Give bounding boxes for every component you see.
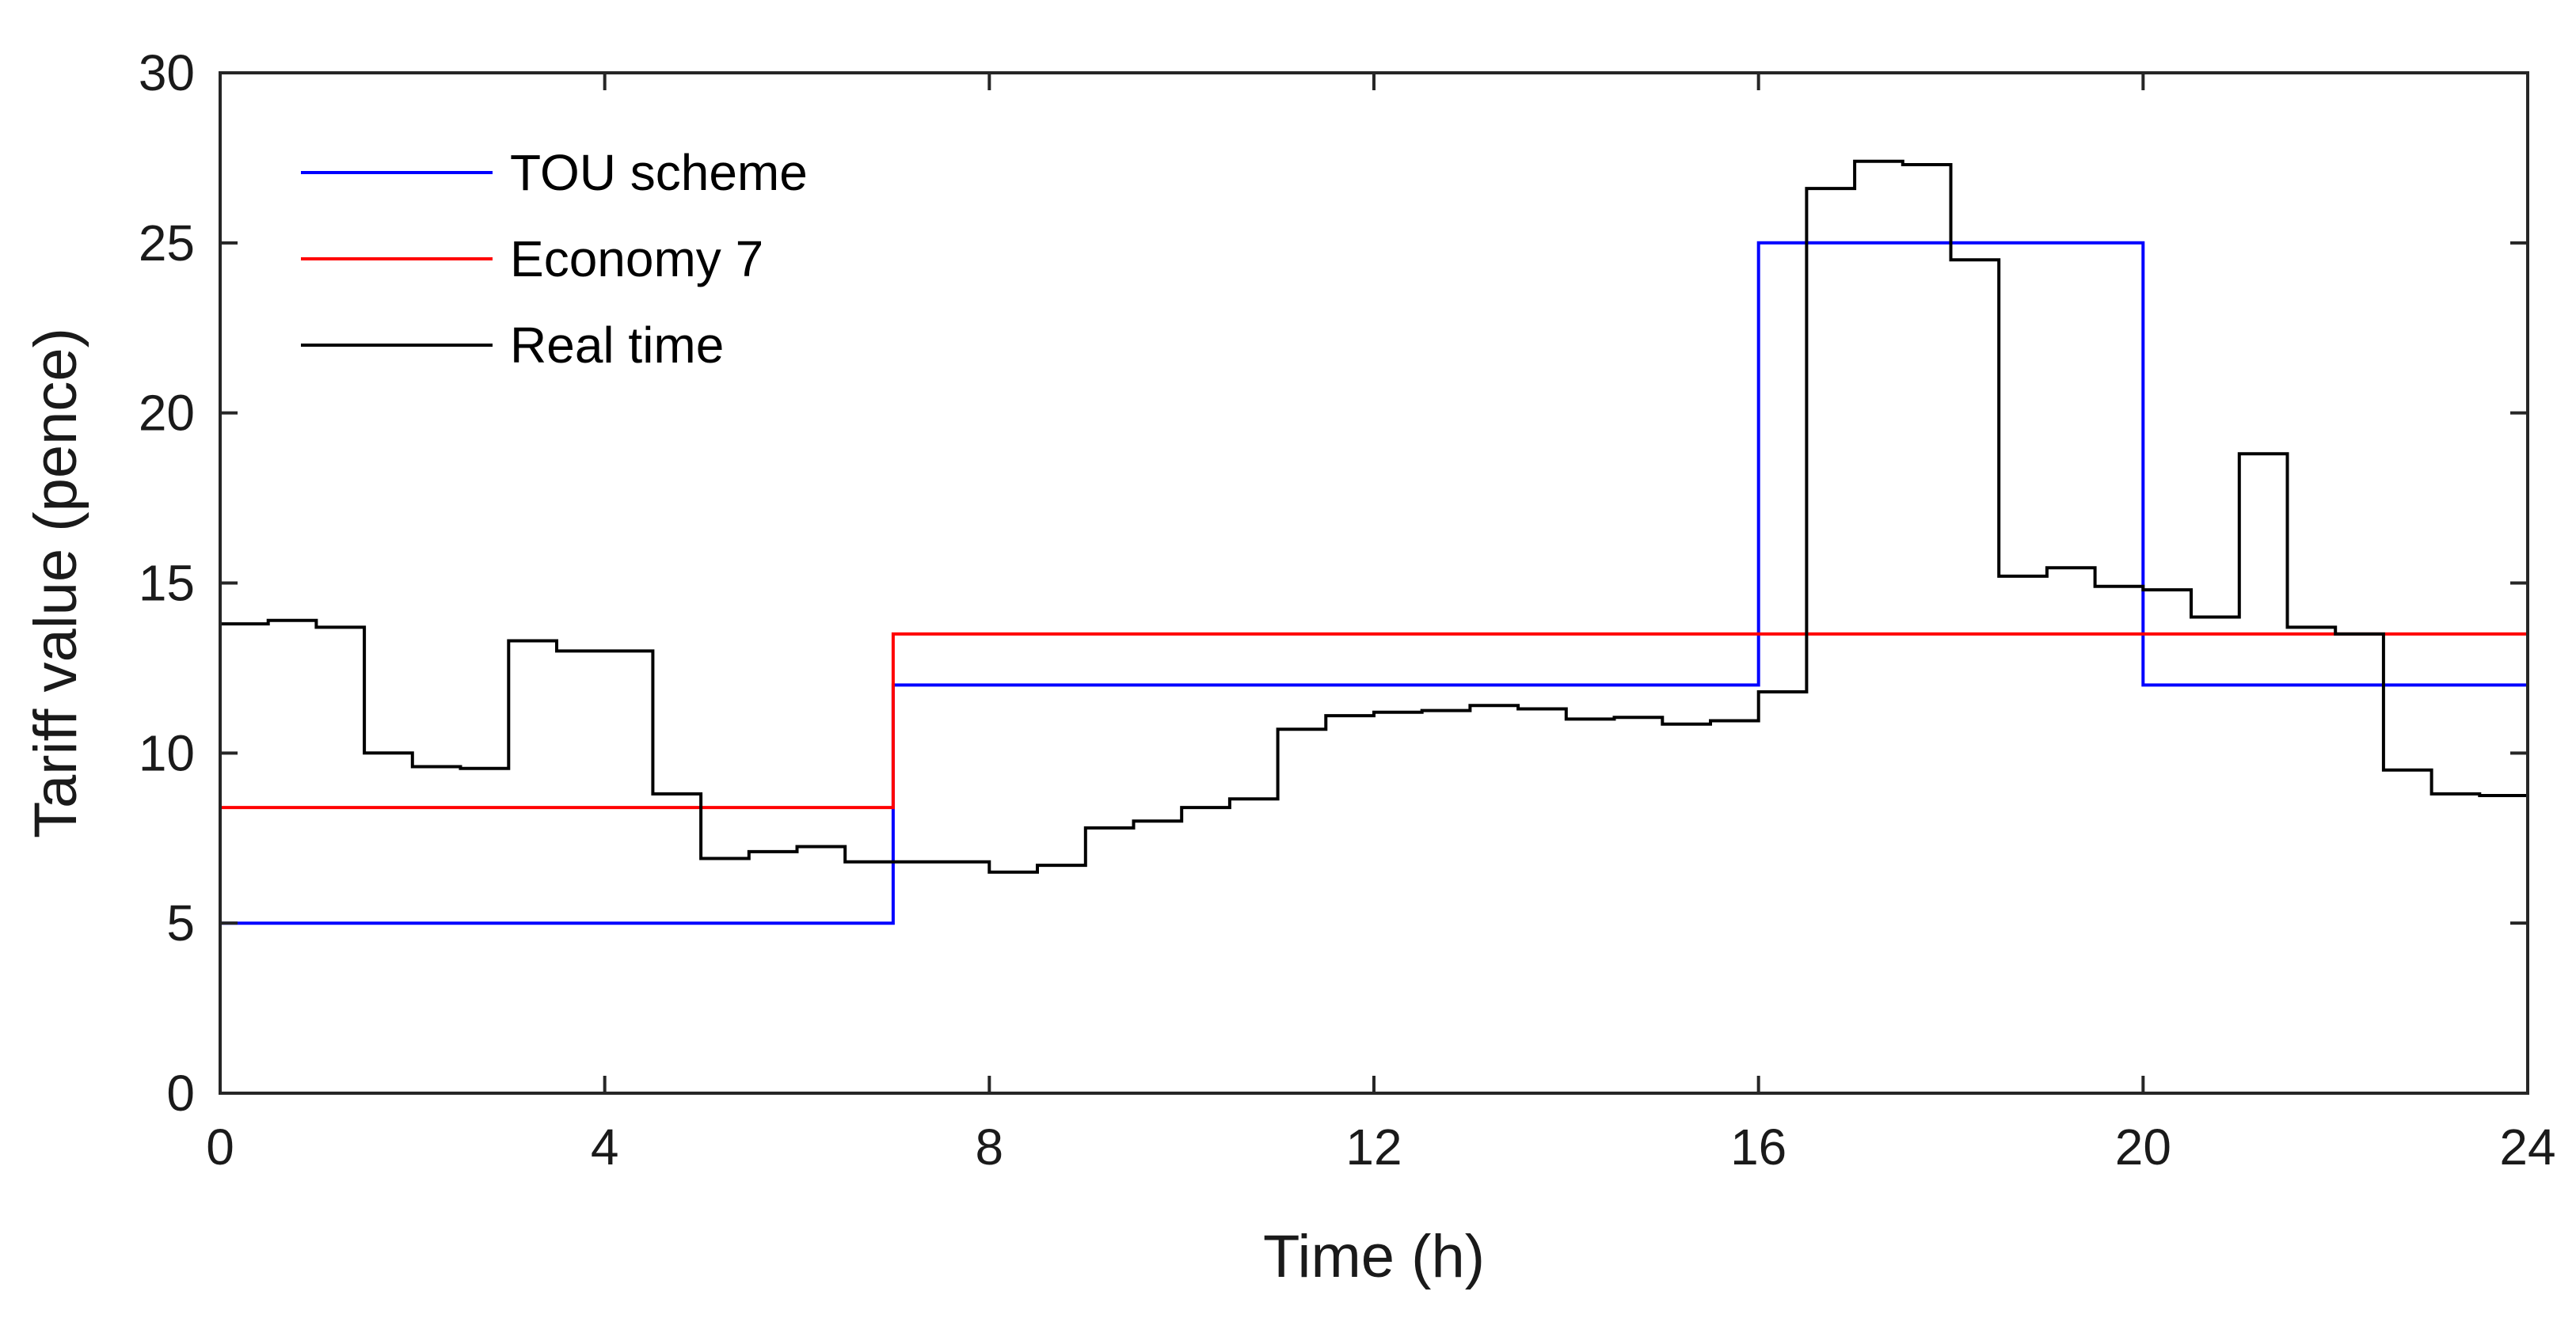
y-axis-label: Tariff value (pence) <box>22 328 89 838</box>
series-layer <box>220 159 2528 925</box>
y-tick-label: 30 <box>139 44 195 101</box>
x-tick-label: 8 <box>976 1119 1004 1176</box>
y-tick-label: 25 <box>139 215 195 272</box>
y-tick-label: 10 <box>139 724 195 781</box>
series-line-economy-7 <box>220 632 2528 810</box>
series-line-tou-scheme <box>220 241 2528 925</box>
x-tick-label: 20 <box>2115 1119 2171 1176</box>
legend-label: Real time <box>510 317 724 374</box>
x-axis-label: Time (h) <box>1263 1223 1485 1290</box>
legend-label: TOU scheme <box>510 144 808 201</box>
y-tick-label: 15 <box>139 555 195 612</box>
x-tick-label: 0 <box>206 1119 234 1176</box>
x-tick-label: 4 <box>591 1119 619 1176</box>
x-tick-label: 24 <box>2499 1119 2555 1176</box>
ticks-layer: 0 4 8 12 16 20 24 0 5 10 15 20 25 30 <box>139 44 2556 1176</box>
y-tick-label: 5 <box>166 894 195 951</box>
y-tick-label: 0 <box>166 1065 195 1122</box>
y-tick-label: 20 <box>139 385 195 442</box>
series-line-real-time <box>220 159 2528 874</box>
legend-label: Economy 7 <box>510 230 763 287</box>
x-tick-label: 16 <box>1730 1119 1786 1176</box>
x-tick-label: 12 <box>1345 1119 1402 1176</box>
legend: TOU scheme Economy 7 Real time <box>301 144 808 374</box>
